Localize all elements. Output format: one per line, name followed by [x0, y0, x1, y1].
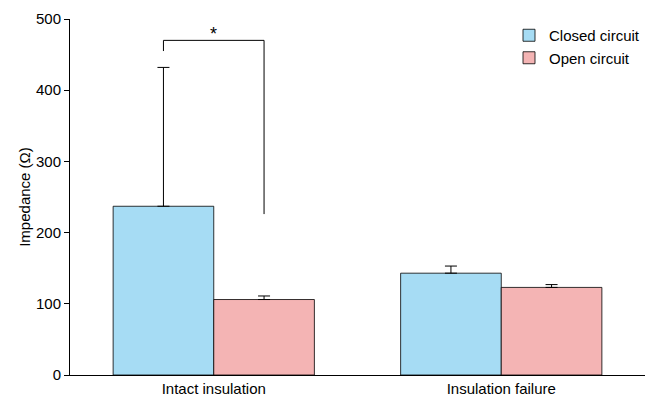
svg-text:400: 400 — [36, 81, 61, 98]
svg-text:0: 0 — [53, 366, 61, 383]
svg-text:Open circuit: Open circuit — [549, 50, 630, 67]
svg-text:Intact insulation: Intact insulation — [162, 380, 266, 397]
svg-text:*: * — [210, 24, 217, 44]
svg-text:300: 300 — [36, 153, 61, 170]
svg-text:200: 200 — [36, 224, 61, 241]
svg-text:500: 500 — [36, 10, 61, 27]
svg-text:100: 100 — [36, 295, 61, 312]
svg-text:Insulation failure: Insulation failure — [447, 380, 556, 397]
svg-text:Impedance (Ω): Impedance (Ω) — [16, 147, 33, 247]
svg-text:Closed circuit: Closed circuit — [549, 27, 640, 44]
